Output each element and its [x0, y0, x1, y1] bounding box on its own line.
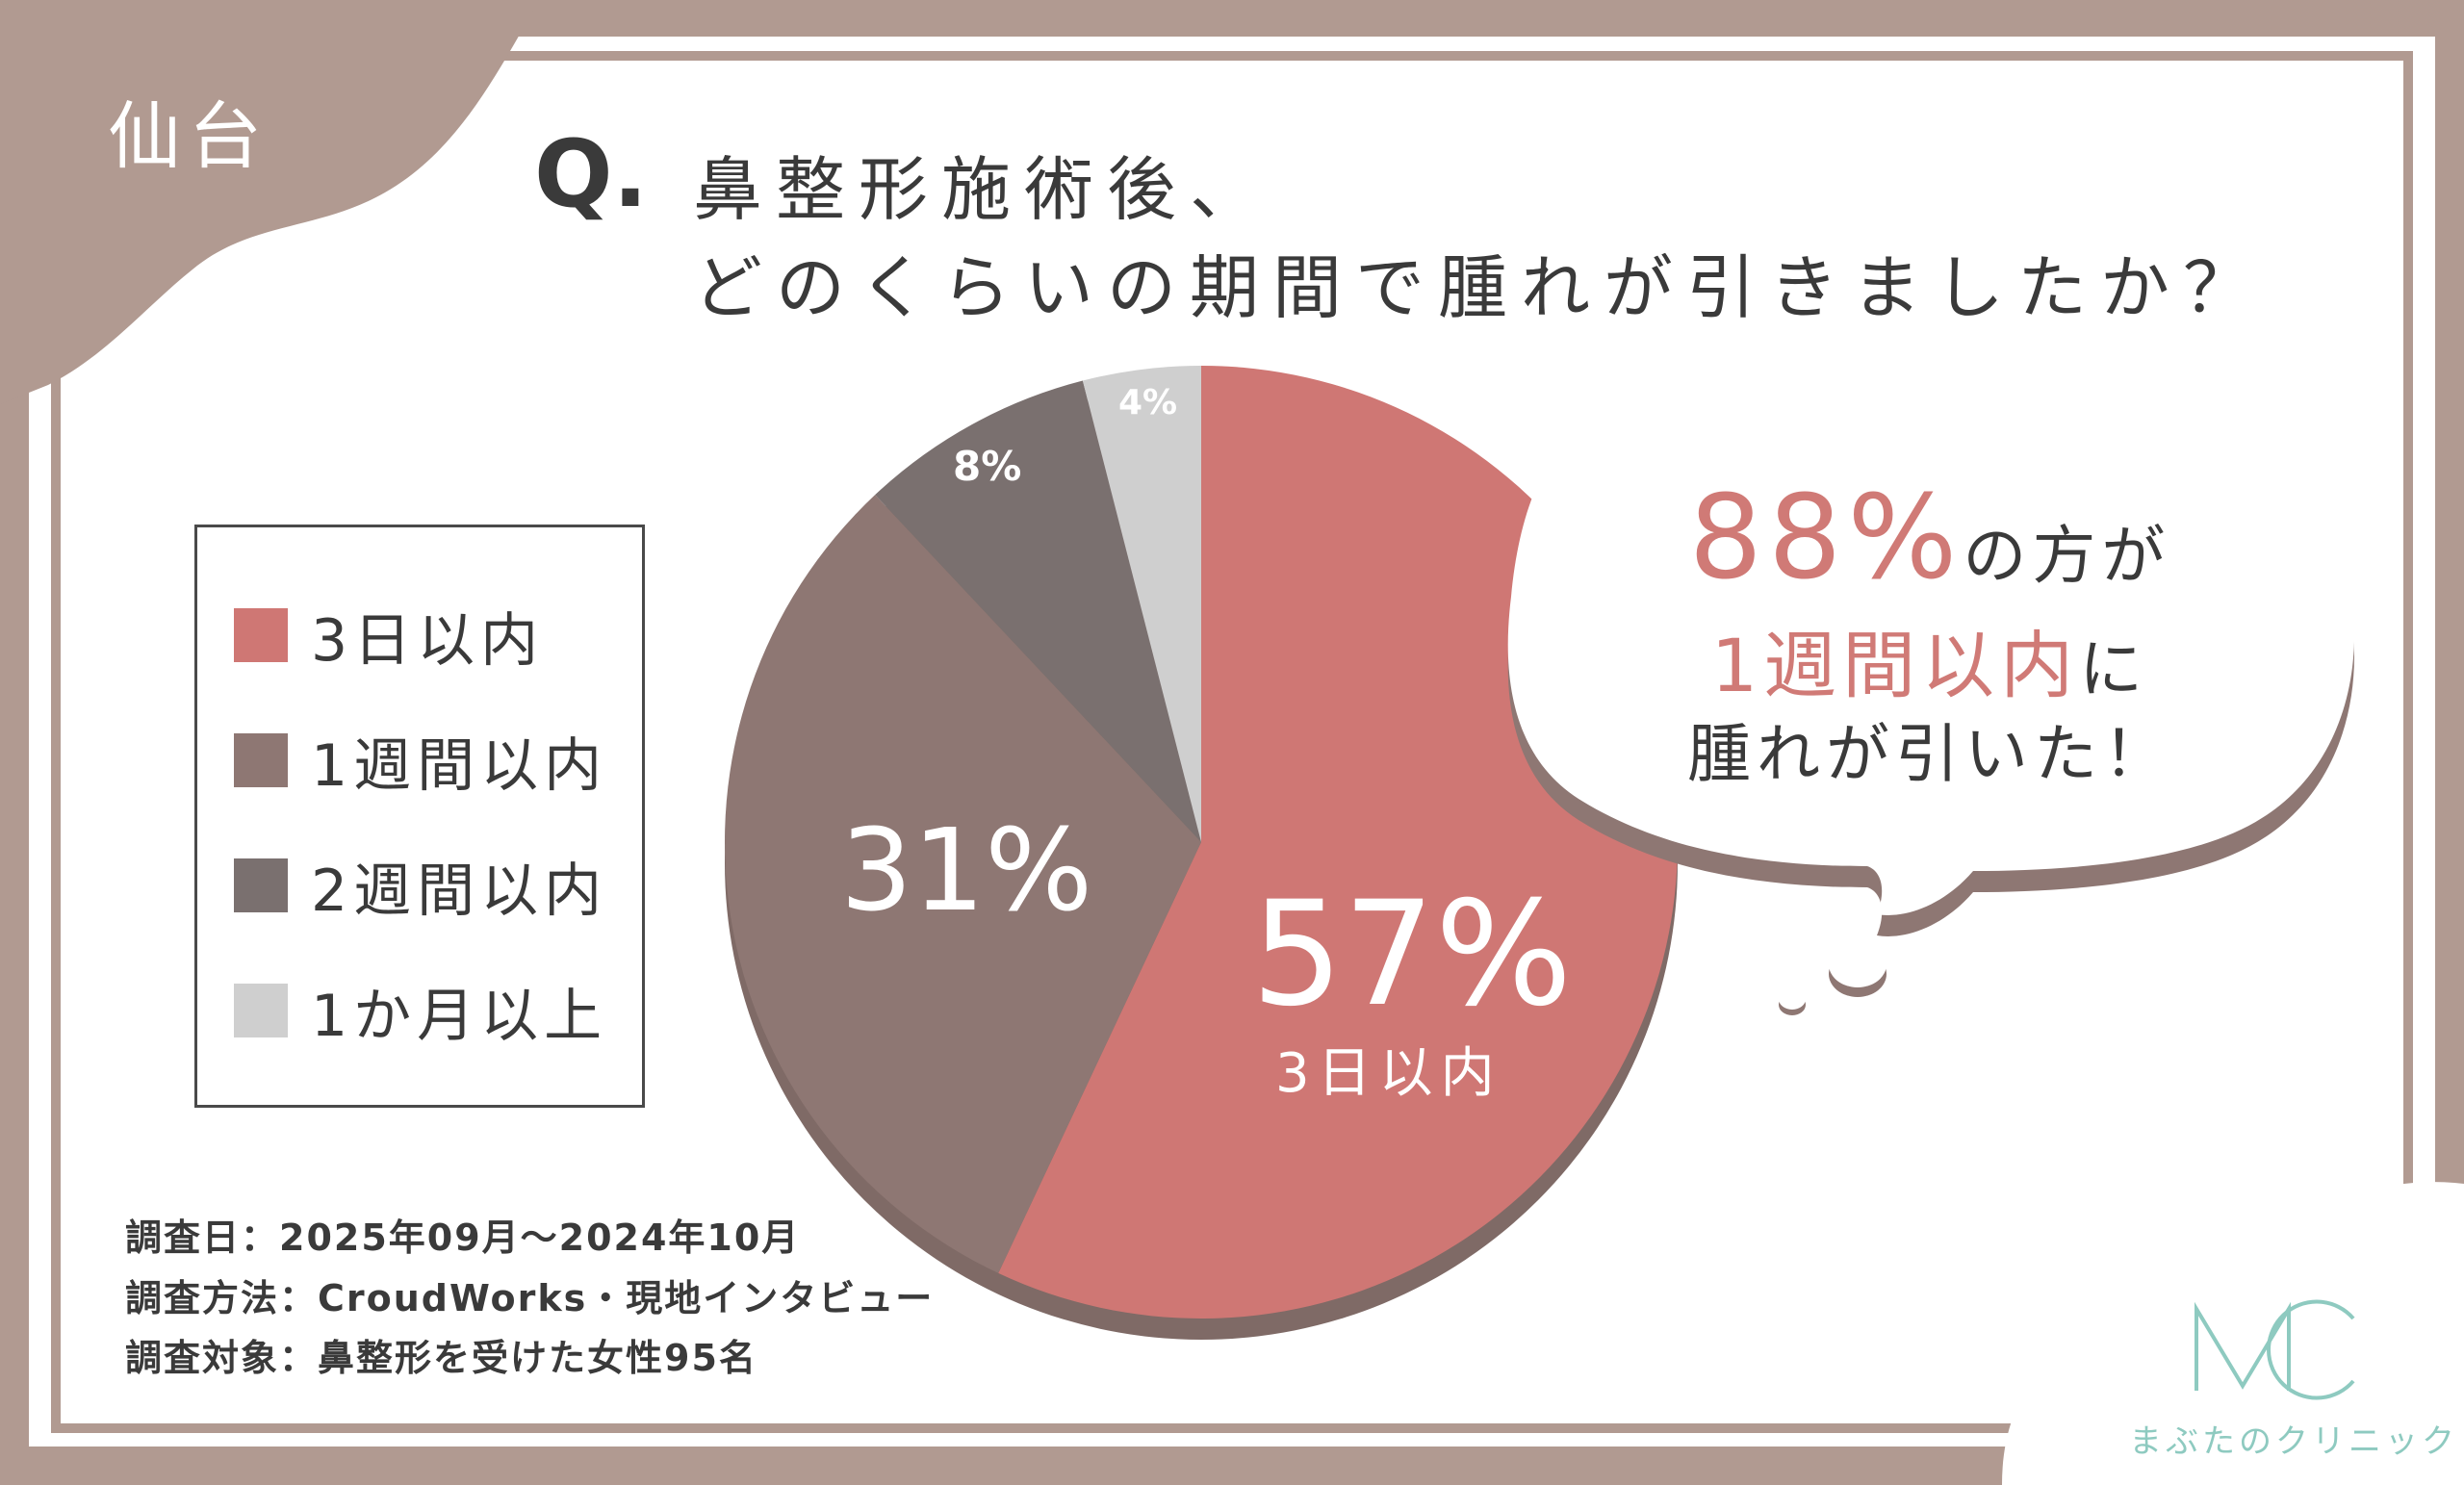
legend-label: 3日以内 — [311, 606, 545, 675]
logo-blob — [2002, 1182, 2464, 1485]
question-line2: どのくらいの期間で腫れが引きましたか？ — [693, 247, 2267, 328]
legend-item: 2週間以内 — [234, 852, 607, 925]
thought-bubble — [1507, 380, 2354, 915]
bubble-line3: 腫れが引いた！ — [1687, 717, 2172, 791]
legend-swatch — [234, 984, 288, 1037]
question-line1: 鼻整形施術後、 — [693, 149, 1273, 230]
bubble-line2-rest: に — [2079, 632, 2149, 706]
bubble-accent-percent: 88% — [1688, 472, 1964, 605]
question-prefix: Q. — [534, 120, 649, 228]
mc-logo-icon — [2194, 1299, 2355, 1400]
legend-label: 1週間以内 — [311, 731, 608, 800]
legend-swatch — [234, 608, 288, 662]
bubble-line1: 88%の方が — [1545, 472, 2315, 605]
note-date: 調査日：2025年09月〜2024年10月 — [125, 1216, 801, 1259]
slice-label-1week: 31% — [840, 804, 1093, 936]
note-method: 調査方法：CroudWorks・現地インタビュー — [125, 1277, 935, 1319]
legend-swatch — [234, 733, 288, 787]
bubble-dot-large — [1829, 941, 1886, 987]
pie-chart — [724, 366, 1678, 1319]
legend-item: 1か月以上 — [234, 977, 607, 1050]
legend: 3日以内 1週間以内 2週間以内 1か月以上 — [194, 525, 645, 1108]
pie-slice-1 — [724, 495, 1201, 1273]
pie-slice-0 — [998, 366, 1678, 1319]
legend-label: 2週間以内 — [311, 857, 608, 925]
legend-swatch — [234, 858, 288, 912]
bubble-line2: 1週間以内に — [1545, 606, 2315, 712]
bubble-dot-small — [1779, 988, 1806, 1010]
logo-text: まぶたのクリニック — [2129, 1422, 2458, 1461]
pie-slice-2 — [875, 380, 1201, 842]
pie-slice-3 — [1082, 366, 1201, 842]
bubble-accent-period: 1週間以内 — [1710, 623, 2080, 708]
card-inner-border — [51, 51, 2413, 1433]
slice-label-1month: 4% — [1118, 383, 1178, 422]
legend-item: 1週間以内 — [234, 727, 607, 800]
legend-label: 1か月以上 — [311, 982, 608, 1050]
slice-label-2weeks: 8% — [953, 443, 1022, 490]
slice-label-3days: 57% — [1251, 871, 1573, 1038]
slice-sublabel-3days: 3日以内 — [1275, 1042, 1502, 1105]
bubble-line1-rest: の方が — [1963, 519, 2171, 593]
legend-item: 3日以内 — [234, 602, 544, 675]
corner-blob — [0, 0, 539, 404]
region-tag: 仙台 — [108, 93, 270, 179]
note-target: 調査対象：鼻整形を受けた女性95名 — [125, 1337, 757, 1379]
